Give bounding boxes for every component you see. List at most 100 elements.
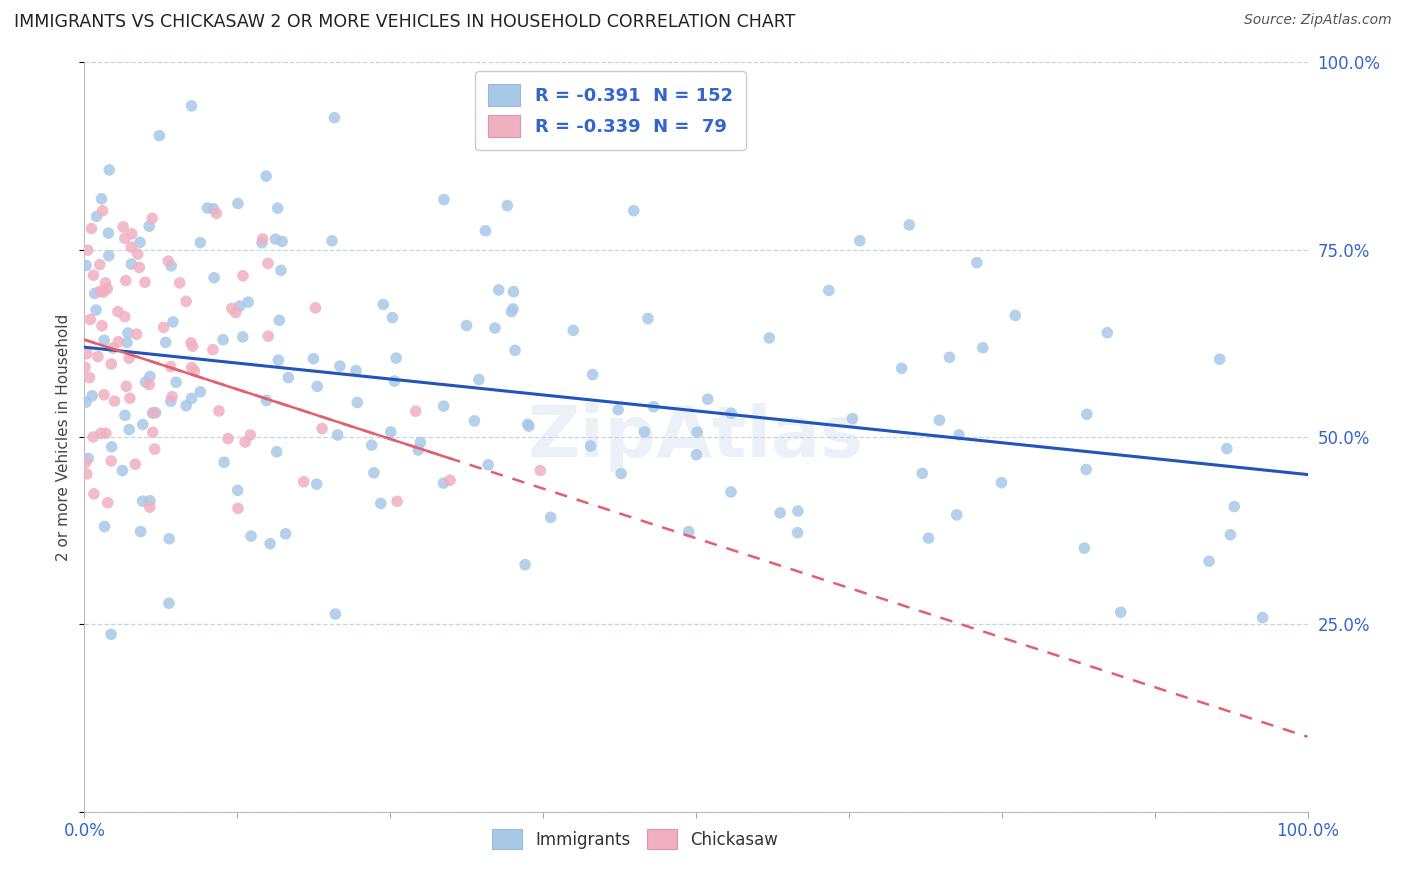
Point — [685, 448, 707, 462]
Point — [326, 428, 349, 442]
Point — [517, 419, 540, 434]
Point — [118, 351, 141, 366]
Point — [474, 224, 496, 238]
Point — [786, 504, 808, 518]
Point — [311, 421, 333, 435]
Point — [212, 333, 235, 347]
Point — [73, 360, 96, 375]
Point — [496, 199, 519, 213]
Point — [139, 493, 162, 508]
Point — [938, 351, 960, 365]
Point — [97, 226, 120, 240]
Point — [267, 201, 290, 215]
Point — [79, 370, 101, 384]
Point — [271, 235, 294, 249]
Point — [118, 423, 141, 437]
Point — [468, 372, 491, 386]
Point — [221, 301, 243, 316]
Point — [264, 232, 287, 246]
Point — [83, 487, 105, 501]
Point — [124, 457, 146, 471]
Point — [94, 276, 117, 290]
Point — [93, 519, 115, 533]
Point — [502, 285, 524, 299]
Point — [228, 299, 250, 313]
Point — [145, 406, 167, 420]
Point — [93, 285, 115, 299]
Point — [623, 203, 645, 218]
Point — [128, 260, 150, 275]
Point — [138, 219, 160, 234]
Point — [107, 304, 129, 318]
Point — [360, 438, 382, 452]
Point — [107, 334, 129, 349]
Point — [83, 268, 105, 283]
Point — [120, 257, 142, 271]
Point — [432, 476, 454, 491]
Point — [160, 390, 183, 404]
Point — [990, 475, 1012, 490]
Point — [488, 283, 510, 297]
Point — [540, 510, 562, 524]
Point — [513, 558, 536, 572]
Point — [142, 406, 165, 420]
Point — [129, 524, 152, 539]
Point — [269, 313, 291, 327]
Point — [94, 426, 117, 441]
Point — [114, 274, 136, 288]
Point — [948, 428, 970, 442]
Point — [131, 494, 153, 508]
Point — [159, 359, 181, 374]
Point — [79, 312, 101, 326]
Point — [582, 368, 605, 382]
Point — [928, 413, 950, 427]
Point — [75, 395, 97, 409]
Point — [76, 243, 98, 257]
Point — [114, 310, 136, 324]
Point — [381, 310, 404, 325]
Point — [270, 263, 292, 277]
Point — [141, 211, 163, 226]
Point — [121, 227, 143, 241]
Point — [277, 370, 299, 384]
Point — [254, 169, 277, 183]
Point — [257, 256, 280, 270]
Point — [89, 284, 111, 298]
Point — [90, 318, 112, 333]
Point — [135, 375, 157, 389]
Point — [238, 295, 260, 310]
Text: IMMIGRANTS VS CHICKASAW 2 OR MORE VEHICLES IN HOUSEHOLD CORRELATION CHART: IMMIGRANTS VS CHICKASAW 2 OR MORE VEHICL… — [14, 13, 796, 31]
Point — [818, 284, 841, 298]
Point — [1073, 541, 1095, 555]
Point — [637, 311, 659, 326]
Point — [100, 357, 122, 371]
Point — [911, 467, 934, 481]
Point — [82, 389, 104, 403]
Point — [76, 346, 98, 360]
Point — [323, 111, 346, 125]
Point — [250, 235, 273, 250]
Point — [120, 240, 142, 254]
Point — [139, 500, 162, 514]
Point — [346, 395, 368, 409]
Point — [501, 304, 523, 318]
Point — [786, 525, 808, 540]
Point — [180, 335, 202, 350]
Point — [139, 369, 162, 384]
Point — [226, 501, 249, 516]
Point — [114, 231, 136, 245]
Point — [1209, 352, 1232, 367]
Point — [132, 417, 155, 432]
Point — [84, 303, 107, 318]
Point — [439, 473, 461, 487]
Point — [259, 537, 281, 551]
Point — [138, 377, 160, 392]
Point — [1251, 610, 1274, 624]
Point — [75, 259, 97, 273]
Legend: Immigrants, Chickasaw: Immigrants, Chickasaw — [485, 822, 785, 855]
Point — [174, 294, 197, 309]
Point — [898, 218, 921, 232]
Point — [226, 483, 249, 498]
Point — [148, 128, 170, 143]
Point — [329, 359, 352, 373]
